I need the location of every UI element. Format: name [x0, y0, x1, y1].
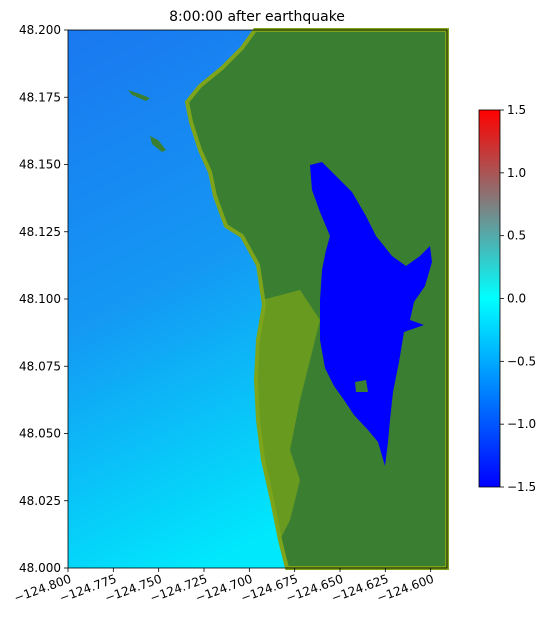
- y-tick-label: 48.075: [19, 359, 61, 373]
- y-tick-label: 48.150: [19, 158, 61, 172]
- colorbar-tick-label: 1.0: [507, 166, 526, 180]
- island: [150, 136, 166, 152]
- island: [128, 90, 150, 101]
- colorbar: [478, 109, 501, 488]
- y-tick-label: 48.050: [19, 427, 61, 441]
- bay-island: [355, 380, 368, 392]
- map: [68, 28, 449, 570]
- shore: [257, 290, 320, 540]
- colorbar-tick-label: 0.5: [507, 229, 526, 243]
- y-tick-label: 48.200: [19, 23, 61, 37]
- colorbar-tick-label: −1.0: [507, 417, 536, 431]
- y-tick-label: 48.125: [19, 225, 61, 239]
- colorbar-tick-label: −0.5: [507, 354, 536, 368]
- colorbar-tick-label: −1.5: [507, 480, 536, 494]
- chart-title: 8:00:00 after earthquake: [169, 9, 345, 25]
- bay: [310, 162, 432, 466]
- y-tick-label: 48.175: [19, 90, 61, 104]
- y-tick-label: 48.000: [19, 561, 61, 575]
- y-tick-label: 48.025: [19, 494, 61, 508]
- colorbar-tick-label: 0.0: [507, 292, 526, 306]
- y-tick-label: 48.100: [19, 292, 61, 306]
- colorbar-tick-label: 1.5: [507, 103, 526, 117]
